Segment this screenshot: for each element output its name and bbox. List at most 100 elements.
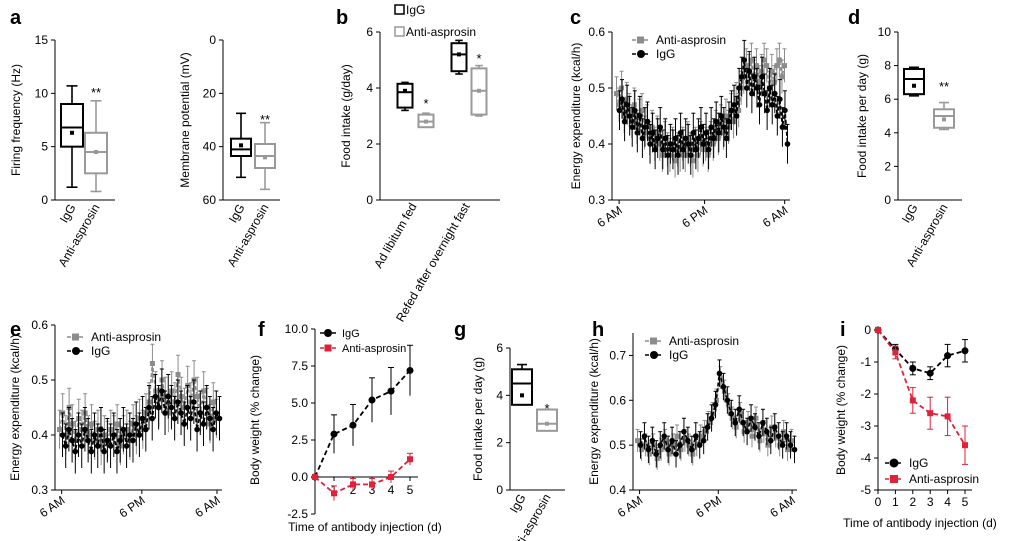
data-point xyxy=(962,442,968,449)
data-point xyxy=(694,442,700,448)
series-line xyxy=(314,369,411,478)
y-tick-label: 0 xyxy=(496,483,503,497)
data-point xyxy=(654,456,660,462)
x-tick-label: 6 AM xyxy=(37,493,67,520)
data-point xyxy=(662,135,669,142)
y-tick-label: 0.3 xyxy=(31,483,48,497)
data-point xyxy=(666,451,672,457)
y-tick-label: 60 xyxy=(203,193,217,207)
data-point xyxy=(749,90,755,97)
x-tick-label: 2 xyxy=(909,495,916,509)
data-point xyxy=(672,135,679,142)
data-point xyxy=(736,406,743,413)
x-tick-label: 6 PM xyxy=(117,493,148,521)
y-tick-label: 0.5 xyxy=(588,81,605,95)
y-tick-label: 10.0 xyxy=(285,322,309,336)
data-point xyxy=(661,433,667,439)
data-point xyxy=(740,419,746,426)
data-point xyxy=(682,135,689,142)
data-point xyxy=(726,118,732,125)
data-point xyxy=(133,421,139,427)
data-point xyxy=(743,63,749,69)
data-point xyxy=(702,429,708,435)
data-point xyxy=(744,428,750,435)
data-point xyxy=(687,152,694,158)
data-point xyxy=(672,158,678,164)
x-tick-label: 4 xyxy=(944,495,951,509)
y-tick-label: 0.6 xyxy=(588,25,605,39)
x-tick-label: 3 xyxy=(927,495,934,509)
y-tick-label: 0 xyxy=(366,193,373,207)
data-point xyxy=(764,107,770,114)
x-tick-label: 5 xyxy=(962,495,969,509)
data-point xyxy=(761,90,768,97)
y-tick-label: 2 xyxy=(496,436,503,450)
legend-marker xyxy=(637,50,645,58)
data-point xyxy=(350,481,356,488)
data-point xyxy=(783,433,790,439)
data-point xyxy=(789,438,794,444)
x-tick-label: 6 PM xyxy=(693,493,724,521)
y-tick-label: -3 xyxy=(860,419,871,433)
data-point xyxy=(700,437,707,444)
box-rect xyxy=(903,67,925,96)
data-point xyxy=(771,424,778,431)
box-rect xyxy=(450,42,468,73)
data-point xyxy=(723,135,730,142)
data-point xyxy=(704,424,711,431)
data-point xyxy=(681,428,687,435)
data-point xyxy=(657,442,664,448)
data-point xyxy=(88,448,95,455)
data-point xyxy=(696,442,703,448)
box-mean-marker xyxy=(94,150,98,154)
data-point xyxy=(731,102,737,108)
data-point xyxy=(675,152,681,158)
data-point xyxy=(114,448,120,455)
legend-label: Anti-asprosin xyxy=(669,334,739,348)
y-tick-label: 6 xyxy=(884,92,891,106)
data-point xyxy=(168,404,175,411)
data-point xyxy=(733,424,739,430)
data-point xyxy=(143,426,149,433)
data-point xyxy=(629,124,636,130)
box-rect xyxy=(536,408,558,432)
data-point xyxy=(761,57,767,63)
data-point xyxy=(693,146,699,153)
y-axis-title: Energy expenditure (kcal/h) xyxy=(587,338,601,485)
data-point xyxy=(197,410,204,416)
box-rect xyxy=(511,368,533,406)
legend-swatch-igg xyxy=(394,4,405,15)
data-point xyxy=(680,146,686,153)
legend-label: Anti-asprosin xyxy=(342,343,406,355)
data-point xyxy=(690,158,696,164)
data-point xyxy=(637,113,643,119)
y-axis-title: Membrane potential (mV) xyxy=(178,52,192,187)
data-point xyxy=(637,442,644,448)
data-point xyxy=(685,437,691,444)
data-point xyxy=(682,438,688,444)
data-point xyxy=(645,446,652,453)
data-point xyxy=(62,443,69,449)
data-point xyxy=(114,421,120,427)
data-point xyxy=(791,446,798,453)
data-point xyxy=(677,442,683,448)
y-axis-title: Body weight (% change) xyxy=(248,355,262,485)
data-point xyxy=(686,442,692,448)
data-point xyxy=(369,481,375,488)
data-point xyxy=(634,130,641,136)
data-point xyxy=(754,85,760,91)
data-point xyxy=(892,349,899,356)
data-point xyxy=(776,57,782,63)
data-point xyxy=(213,410,220,416)
data-point xyxy=(738,74,745,80)
significance-marker: ** xyxy=(939,79,949,94)
data-point xyxy=(721,124,727,130)
legend-marker xyxy=(72,333,79,341)
data-point xyxy=(216,415,223,422)
data-point xyxy=(678,447,684,453)
data-point xyxy=(57,427,62,432)
data-point xyxy=(641,433,648,439)
data-point xyxy=(658,447,664,453)
data-point xyxy=(94,443,101,449)
data-point xyxy=(708,124,714,130)
